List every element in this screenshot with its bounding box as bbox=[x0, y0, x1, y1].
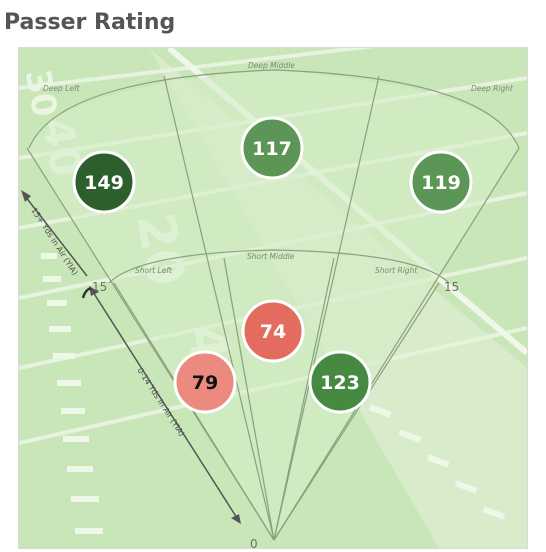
zone-label-short-middle: Short Middle bbox=[247, 252, 295, 261]
yards-arrows bbox=[21, 190, 241, 524]
rating-deep-middle[interactable]: 117 bbox=[240, 116, 304, 180]
passer-rating-chart: 40 20 30 40 Deep Left bbox=[18, 47, 528, 549]
svg-text:79: 79 bbox=[192, 372, 218, 394]
zone-label-deep-left: Deep Left bbox=[43, 84, 81, 93]
svg-text:149: 149 bbox=[84, 172, 124, 194]
zone-label-short-right: Short Right bbox=[375, 266, 418, 275]
svg-text:74: 74 bbox=[260, 321, 286, 343]
rating-deep-right[interactable]: 119 bbox=[409, 150, 473, 214]
field-number-partial-top: 30 bbox=[19, 66, 65, 120]
zone-label-deep-right: Deep Right bbox=[471, 84, 514, 93]
svg-text:123: 123 bbox=[320, 372, 360, 394]
svg-text:119: 119 bbox=[421, 172, 461, 194]
distance-label-fifteen-right: 15 bbox=[444, 280, 459, 294]
distance-label-zero: 0 bbox=[250, 537, 258, 548]
zone-label-deep-middle: Deep Middle bbox=[248, 61, 295, 70]
rating-circles: 149 117 119 79 74 123 bbox=[72, 116, 473, 414]
rating-short-middle[interactable]: 74 bbox=[241, 299, 305, 363]
rating-deep-left[interactable]: 149 bbox=[72, 150, 136, 214]
zone-label-short-left: Short Left bbox=[135, 266, 173, 275]
rating-short-left[interactable]: 79 bbox=[173, 350, 237, 414]
page-title: Passer Rating bbox=[4, 10, 176, 35]
rating-short-right[interactable]: 123 bbox=[308, 350, 372, 414]
svg-text:117: 117 bbox=[252, 138, 292, 160]
